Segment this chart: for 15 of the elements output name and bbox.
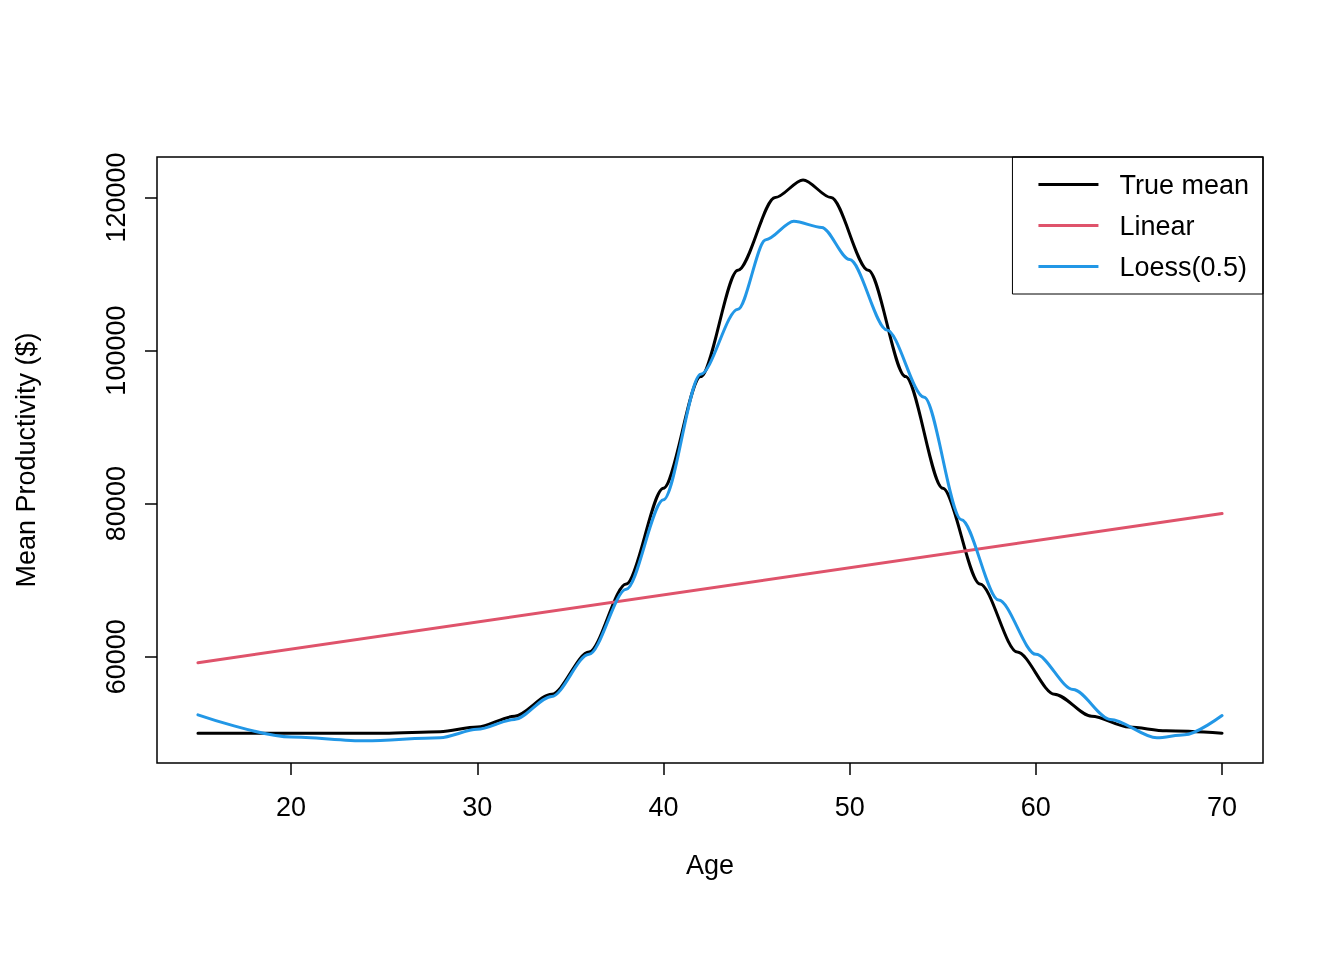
x-axis-title: Age <box>685 849 735 880</box>
x-tick-label: 50 <box>834 791 865 822</box>
y-tick-label: 60000 <box>100 619 131 695</box>
x-tick-label: 40 <box>648 791 679 822</box>
legend-label: Linear <box>1119 210 1195 241</box>
legend-label: True mean <box>1119 169 1250 200</box>
y-tick-label: 80000 <box>100 466 131 542</box>
x-tick-label: 30 <box>462 791 493 822</box>
y-tick-label: 120000 <box>100 152 131 243</box>
legend-label: Loess(0.5) <box>1119 251 1248 282</box>
x-tick-label: 20 <box>276 791 307 822</box>
y-tick-label: 100000 <box>100 305 131 396</box>
y-axis-title: Mean Productivity ($) <box>10 332 41 588</box>
x-tick-label: 70 <box>1207 791 1238 822</box>
x-tick-label: 60 <box>1020 791 1051 822</box>
